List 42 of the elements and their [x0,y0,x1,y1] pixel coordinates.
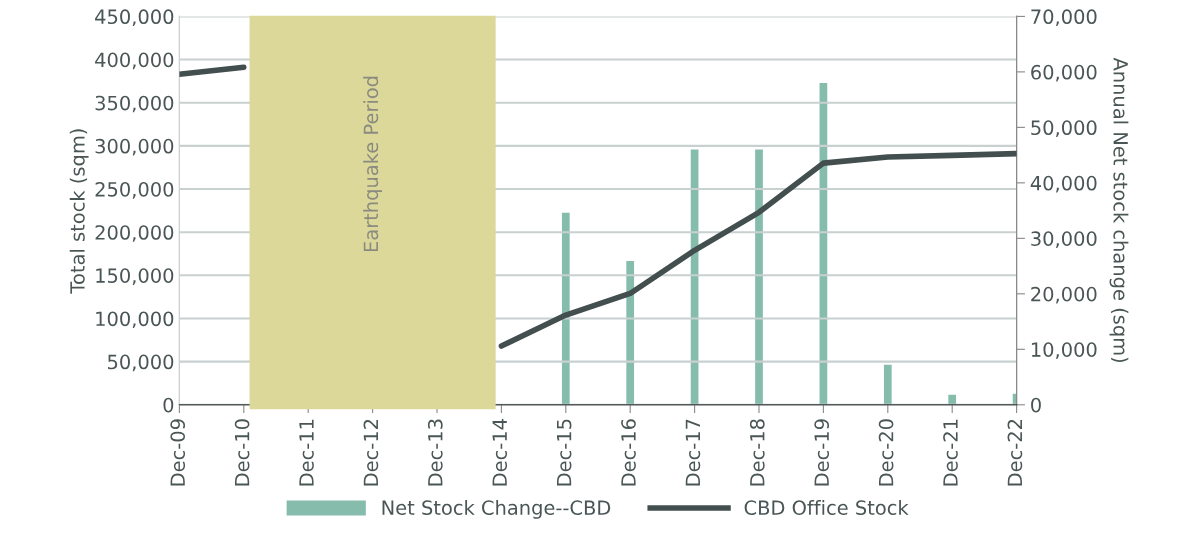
x-tick-label: Dec-15 [556,419,572,486]
y-tick-label: 300,000 [95,138,174,156]
x-tick-label: Dec-20 [878,419,894,486]
bar [626,261,635,405]
y2-tick-label: 60,000 [1031,64,1097,82]
x-tick-label: Dec-18 [749,419,765,486]
x-tick-label: Dec-13 [427,419,443,486]
bar [561,212,570,405]
y2-tick-label: 0 [1031,397,1041,413]
y2-tick-label: 50,000 [1031,120,1097,138]
x-tick-label: Dec-19 [814,419,830,486]
y-tick-label: 450,000 [95,9,174,27]
legend-label: Net Stock Change--CBD [382,499,611,519]
bar [883,364,892,405]
y-axis-title: Total stock (sqm) [69,129,89,294]
y2-tick-label: 20,000 [1031,286,1097,304]
band-label: Earthquake Period [363,76,383,252]
bar [755,149,763,405]
x-tick-label: Dec-22 [1007,419,1023,486]
y-tick-label: 200,000 [95,225,174,242]
x-tick-label: Dec-14 [492,419,508,486]
x-tick-label: Dec-17 [685,419,701,486]
y2-tick-label: 40,000 [1030,175,1097,193]
x-tick-label: Dec-21 [943,419,958,486]
bar [948,394,957,405]
y-tick-label: 400,000 [95,52,174,70]
y-tick-label: 150,000 [96,268,174,285]
x-tick-label: Dec-11 [299,419,314,486]
y2-axis-title: Annual Net stock change (sqm) [1109,57,1129,363]
y2-tick-label: 30,000 [1031,231,1097,248]
y-tick-label: 350,000 [95,95,174,113]
y-tick-label: 250,000 [95,181,174,199]
y2-tick-label: 10,000 [1031,342,1097,359]
x-tick-label: Dec-12 [363,419,379,486]
y-tick-label: 0 [163,397,174,413]
y2-tick-label: 70,000 [1031,9,1097,27]
legend-label: CBD Office Stock [744,499,909,516]
x-tick-label: Dec-16 [621,419,636,486]
y-tick-label: 50,000 [108,354,174,372]
x-tick-label: Dec-10 [234,419,250,486]
x-tick-label: Dec-09 [170,419,186,486]
y-tick-label: 100,000 [96,311,174,329]
